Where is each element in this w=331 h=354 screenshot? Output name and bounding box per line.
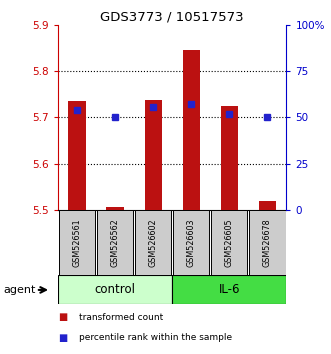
Bar: [107, 207, 123, 210]
Bar: [249, 210, 286, 275]
Text: GSM526562: GSM526562: [111, 218, 119, 267]
Bar: [172, 275, 286, 304]
Bar: [135, 210, 171, 275]
Text: control: control: [95, 284, 135, 296]
Bar: [221, 106, 238, 210]
Bar: [59, 210, 95, 275]
Text: percentile rank within the sample: percentile rank within the sample: [79, 333, 233, 342]
Bar: [173, 210, 210, 275]
Text: ■: ■: [58, 312, 67, 322]
Text: GSM526605: GSM526605: [225, 218, 234, 267]
Bar: [211, 210, 248, 275]
Text: GSM526561: GSM526561: [72, 218, 81, 267]
Title: GDS3773 / 10517573: GDS3773 / 10517573: [100, 11, 244, 24]
Bar: [97, 210, 133, 275]
Text: ■: ■: [58, 333, 67, 343]
Text: transformed count: transformed count: [79, 313, 164, 321]
Text: agent: agent: [3, 285, 36, 295]
Text: GSM526603: GSM526603: [187, 218, 196, 267]
Bar: [145, 100, 162, 210]
Text: GSM526602: GSM526602: [149, 218, 158, 267]
Text: IL-6: IL-6: [218, 284, 240, 296]
Bar: [183, 50, 200, 210]
Bar: [58, 275, 172, 304]
Bar: [69, 101, 85, 210]
Bar: [259, 201, 276, 210]
Text: GSM526678: GSM526678: [263, 218, 272, 267]
